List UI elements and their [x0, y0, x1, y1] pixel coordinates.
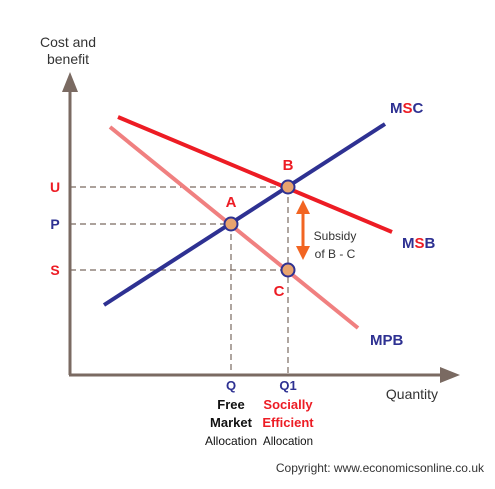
- y-tick-s: S: [50, 262, 59, 278]
- y-tick-p: P: [50, 216, 59, 232]
- msc-label: MSC: [390, 100, 424, 117]
- subsidy-arrow: [296, 200, 310, 260]
- socially-efficient-line1: Socially: [263, 397, 313, 412]
- mpb-label: MPB: [370, 332, 404, 349]
- y-tick-u: U: [50, 179, 60, 195]
- allocation-left: Allocation: [205, 434, 257, 448]
- y-axis-label-line1: Cost and: [40, 34, 96, 50]
- msc-curve: [102, 122, 387, 307]
- x-axis-arrowhead: [440, 367, 460, 383]
- point-b-dot: [280, 179, 296, 195]
- y-axis-arrowhead: [62, 72, 78, 92]
- msb-label: MSB: [402, 235, 436, 252]
- x-tick-q1: Q1: [279, 378, 296, 393]
- x-tick-q: Q: [226, 378, 236, 393]
- point-a-label: A: [226, 194, 237, 211]
- y-axis-label-line2: benefit: [47, 51, 89, 67]
- free-market-line1: Free: [217, 397, 244, 412]
- point-b-label: B: [283, 157, 294, 174]
- free-market-line2: Market: [210, 415, 253, 430]
- msb-curve: [117, 115, 393, 234]
- point-c-label: C: [274, 283, 285, 300]
- point-c-dot: [280, 262, 296, 278]
- point-a-dot: [223, 216, 239, 232]
- x-axis-label: Quantity: [386, 386, 438, 402]
- copyright-text: Copyright: www.economicsonline.co.uk: [276, 461, 485, 475]
- subsidy-label-line1: Subsidy: [314, 229, 357, 243]
- subsidy-label-line2: of B - C: [315, 247, 356, 261]
- allocation-right: Allocation: [263, 434, 313, 448]
- socially-efficient-line2: Efficient: [262, 415, 314, 430]
